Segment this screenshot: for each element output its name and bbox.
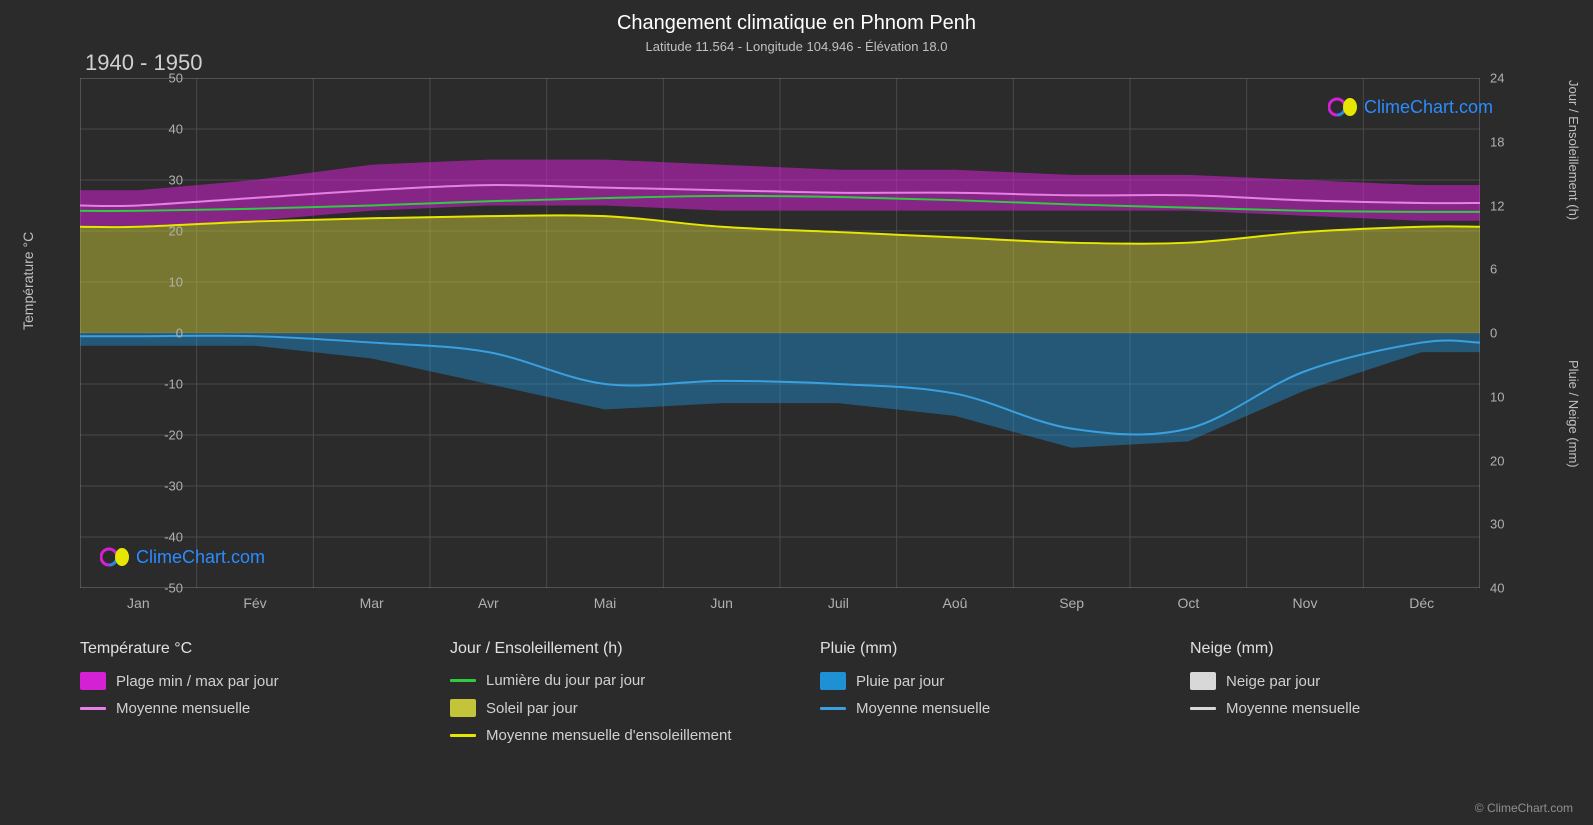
chart-plot-area bbox=[80, 78, 1480, 588]
y-left-axis-label: Température °C bbox=[20, 232, 36, 330]
legend-swatch bbox=[450, 699, 476, 717]
legend-label: Neige par jour bbox=[1226, 673, 1320, 690]
y-right-tick: 0 bbox=[1490, 326, 1520, 341]
y-right-tick: 10 bbox=[1490, 389, 1520, 404]
legend-column: Température °C Plage min / max par jour Mo… bbox=[80, 640, 410, 744]
x-tick: Fév bbox=[225, 595, 285, 611]
legend: Température °C Plage min / max par jour Mo… bbox=[80, 640, 1520, 744]
legend-swatch bbox=[80, 672, 106, 690]
legend-swatch bbox=[1190, 672, 1216, 690]
x-tick: Jan bbox=[108, 595, 168, 611]
legend-item: Moyenne mensuelle bbox=[820, 700, 1150, 717]
legend-item: Soleil par jour bbox=[450, 699, 780, 717]
legend-heading: Pluie (mm) bbox=[820, 640, 1150, 658]
legend-label: Soleil par jour bbox=[486, 700, 578, 717]
legend-swatch bbox=[820, 707, 846, 710]
legend-heading: Jour / Ensoleillement (h) bbox=[450, 640, 780, 658]
x-tick: Aoû bbox=[925, 595, 985, 611]
chart-subtitle: Latitude 11.564 - Longitude 104.946 - Él… bbox=[0, 35, 1593, 54]
logo-text: ClimeChart.com bbox=[1364, 97, 1493, 118]
logo-top: ClimeChart.com bbox=[1328, 95, 1493, 119]
y-right-tick: 18 bbox=[1490, 134, 1520, 149]
logo-bottom: ClimeChart.com bbox=[100, 545, 265, 569]
x-tick: Déc bbox=[1392, 595, 1452, 611]
x-tick: Juil bbox=[808, 595, 868, 611]
y-right-tick: 40 bbox=[1490, 581, 1520, 596]
legend-swatch bbox=[1190, 707, 1216, 710]
x-tick: Sep bbox=[1042, 595, 1102, 611]
y-right-tick: 6 bbox=[1490, 262, 1520, 277]
legend-item: Pluie par jour bbox=[820, 672, 1150, 690]
legend-label: Moyenne mensuelle bbox=[856, 700, 990, 717]
legend-label: Pluie par jour bbox=[856, 673, 944, 690]
y-left-tick: 30 bbox=[143, 173, 183, 188]
legend-item: Plage min / max par jour bbox=[80, 672, 410, 690]
y-left-tick: -20 bbox=[143, 428, 183, 443]
legend-item: Moyenne mensuelle bbox=[1190, 700, 1520, 717]
y-left-tick: -30 bbox=[143, 479, 183, 494]
x-tick: Oct bbox=[1158, 595, 1218, 611]
y-left-tick: -10 bbox=[143, 377, 183, 392]
legend-item: Lumière du jour par jour bbox=[450, 672, 780, 689]
legend-swatch bbox=[450, 679, 476, 682]
sunshine-band bbox=[80, 216, 1480, 333]
legend-swatch bbox=[820, 672, 846, 690]
y-right-tick: 20 bbox=[1490, 453, 1520, 468]
y-left-tick: 20 bbox=[143, 224, 183, 239]
y-right-tick: 12 bbox=[1490, 198, 1520, 213]
legend-label: Moyenne mensuelle bbox=[116, 700, 250, 717]
y-right-tick: 24 bbox=[1490, 71, 1520, 86]
logo-icon bbox=[100, 545, 130, 569]
y-right-tick: 30 bbox=[1490, 517, 1520, 532]
y-left-tick: -50 bbox=[143, 581, 183, 596]
y-left-tick: 50 bbox=[143, 71, 183, 86]
x-tick: Jun bbox=[692, 595, 752, 611]
logo-icon bbox=[1328, 95, 1358, 119]
legend-item: Neige par jour bbox=[1190, 672, 1520, 690]
logo-text: ClimeChart.com bbox=[136, 547, 265, 568]
legend-label: Plage min / max par jour bbox=[116, 673, 279, 690]
x-tick: Mai bbox=[575, 595, 635, 611]
y-left-tick: -40 bbox=[143, 530, 183, 545]
y-left-tick: 40 bbox=[143, 122, 183, 137]
legend-item: Moyenne mensuelle bbox=[80, 700, 410, 717]
chart-title: Changement climatique en Phnom Penh bbox=[0, 0, 1593, 35]
legend-column: Neige (mm) Neige par jour Moyenne mensuell… bbox=[1190, 640, 1520, 744]
legend-swatch bbox=[450, 734, 476, 737]
legend-label: Lumière du jour par jour bbox=[486, 672, 645, 689]
y-left-tick: 10 bbox=[143, 275, 183, 290]
legend-item: Moyenne mensuelle d'ensoleillement bbox=[450, 727, 780, 744]
legend-heading: Neige (mm) bbox=[1190, 640, 1520, 658]
x-tick: Avr bbox=[458, 595, 518, 611]
legend-column: Jour / Ensoleillement (h) Lumière du jour… bbox=[450, 640, 780, 744]
legend-label: Moyenne mensuelle bbox=[1226, 700, 1360, 717]
legend-heading: Température °C bbox=[80, 640, 410, 658]
x-tick: Mar bbox=[342, 595, 402, 611]
legend-column: Pluie (mm) Pluie par jour Moyenne mensuell… bbox=[820, 640, 1150, 744]
x-tick: Nov bbox=[1275, 595, 1335, 611]
y-right-axis-label-bot: Pluie / Neige (mm) bbox=[1566, 360, 1581, 468]
legend-swatch bbox=[80, 707, 106, 710]
y-right-axis-label-top: Jour / Ensoleillement (h) bbox=[1566, 80, 1581, 220]
chart-svg bbox=[80, 78, 1480, 588]
y-left-tick: 0 bbox=[143, 326, 183, 341]
legend-label: Moyenne mensuelle d'ensoleillement bbox=[486, 727, 732, 744]
copyright: © ClimeChart.com bbox=[1475, 801, 1573, 815]
